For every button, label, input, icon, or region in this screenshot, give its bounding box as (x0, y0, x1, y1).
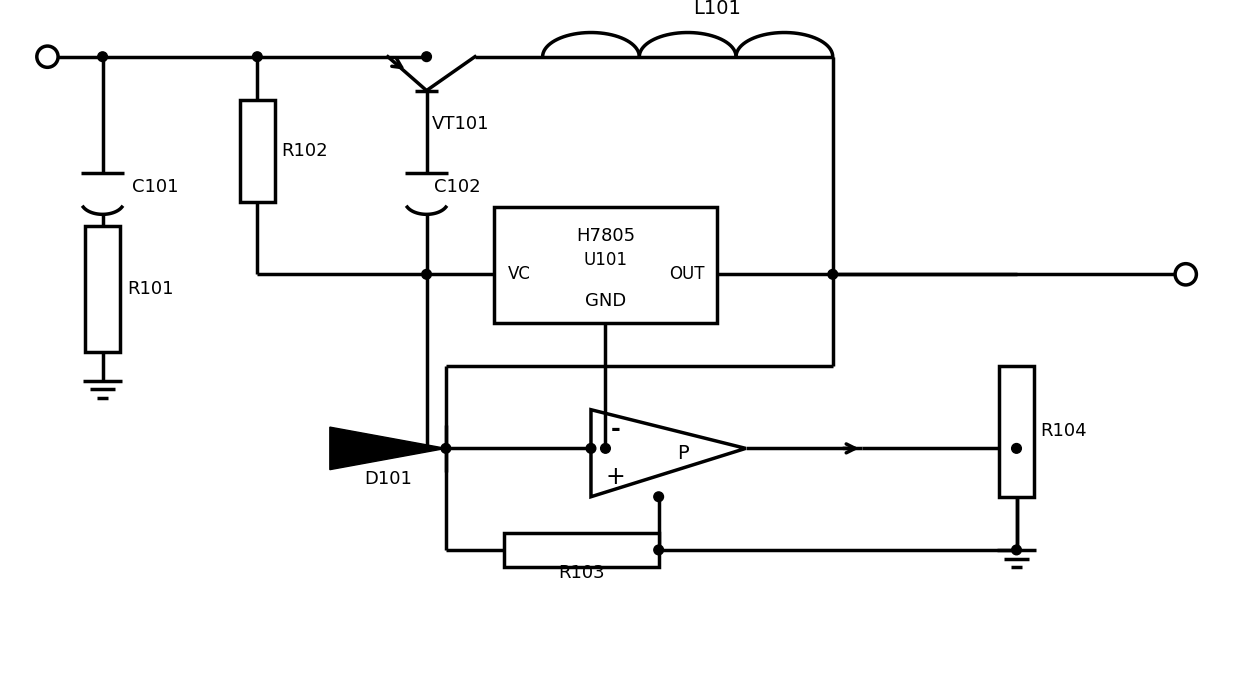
Text: D101: D101 (364, 471, 411, 489)
Bar (494, 206, 716, 322)
Text: R102: R102 (281, 142, 328, 160)
Text: R101: R101 (126, 280, 173, 298)
Bar (504, 532, 659, 567)
Text: C101: C101 (131, 178, 178, 196)
Circle shape (1012, 443, 1021, 453)
Circle shape (828, 270, 838, 279)
Text: P: P (676, 443, 689, 463)
Text: C102: C102 (435, 178, 481, 196)
Text: U101: U101 (584, 251, 627, 269)
Circle shape (98, 52, 108, 62)
Text: VC: VC (508, 265, 530, 284)
Text: OUT: OUT (669, 265, 705, 284)
Circle shape (654, 492, 664, 502)
Bar (240, 100, 275, 202)
Text: GND: GND (585, 293, 626, 311)
Circle shape (253, 52, 263, 62)
Text: L101: L101 (693, 0, 741, 18)
Text: R103: R103 (558, 564, 605, 582)
Bar (999, 366, 1033, 497)
Text: H7805: H7805 (576, 227, 636, 245)
Polygon shape (330, 427, 446, 470)
Bar (85, 226, 120, 352)
Circle shape (441, 443, 451, 453)
Circle shape (1012, 545, 1021, 555)
Circle shape (37, 46, 58, 67)
Circle shape (586, 443, 596, 453)
Circle shape (421, 52, 431, 62)
Text: +: + (606, 466, 624, 489)
Circle shape (1175, 263, 1197, 285)
Text: VT101: VT101 (431, 115, 489, 133)
Circle shape (421, 270, 431, 279)
Text: -: - (611, 417, 620, 441)
Circle shape (601, 443, 611, 453)
Text: R104: R104 (1041, 422, 1088, 440)
Circle shape (654, 545, 664, 555)
